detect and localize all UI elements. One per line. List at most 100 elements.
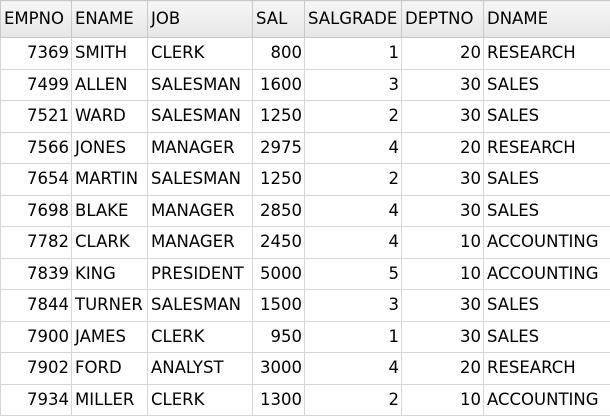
cell-salgrade[interactable]: 4 [305, 227, 402, 259]
cell-deptno[interactable]: 20 [402, 38, 484, 70]
cell-ename[interactable]: FORD [72, 353, 148, 385]
cell-job[interactable]: SALESMAN [148, 69, 253, 101]
cell-sal[interactable]: 1600 [253, 69, 305, 101]
cell-ename[interactable]: ALLEN [72, 69, 148, 101]
cell-job[interactable]: PRESIDENT [148, 258, 253, 290]
cell-dname[interactable]: SALES [484, 321, 610, 353]
cell-empno[interactable]: 7902 [1, 353, 72, 385]
cell-deptno[interactable]: 20 [402, 353, 484, 385]
cell-ename[interactable]: JONES [72, 132, 148, 164]
cell-job[interactable]: SALESMAN [148, 101, 253, 133]
column-header-sal[interactable]: SAL [253, 1, 305, 38]
cell-deptno[interactable]: 30 [402, 290, 484, 322]
cell-ename[interactable]: MILLER [72, 384, 148, 416]
cell-salgrade[interactable]: 4 [305, 195, 402, 227]
cell-ename[interactable]: BLAKE [72, 195, 148, 227]
cell-empno[interactable]: 7844 [1, 290, 72, 322]
cell-empno[interactable]: 7782 [1, 227, 72, 259]
cell-sal[interactable]: 1250 [253, 164, 305, 196]
cell-salgrade[interactable]: 2 [305, 164, 402, 196]
cell-dname[interactable]: SALES [484, 164, 610, 196]
cell-ename[interactable]: WARD [72, 101, 148, 133]
cell-empno[interactable]: 7934 [1, 384, 72, 416]
cell-dname[interactable]: RESEARCH [484, 353, 610, 385]
cell-ename[interactable]: TURNER [72, 290, 148, 322]
cell-job[interactable]: CLERK [148, 321, 253, 353]
cell-job[interactable]: MANAGER [148, 132, 253, 164]
cell-sal[interactable]: 800 [253, 38, 305, 70]
cell-sal[interactable]: 2850 [253, 195, 305, 227]
cell-empno[interactable]: 7654 [1, 164, 72, 196]
cell-empno[interactable]: 7566 [1, 132, 72, 164]
cell-sal[interactable]: 3000 [253, 353, 305, 385]
cell-dname[interactable]: RESEARCH [484, 38, 610, 70]
cell-salgrade[interactable]: 3 [305, 290, 402, 322]
cell-empno[interactable]: 7900 [1, 321, 72, 353]
cell-salgrade[interactable]: 2 [305, 101, 402, 133]
cell-deptno[interactable]: 10 [402, 227, 484, 259]
cell-deptno[interactable]: 30 [402, 101, 484, 133]
cell-dname[interactable]: ACCOUNTING [484, 227, 610, 259]
cell-deptno[interactable]: 30 [402, 69, 484, 101]
cell-sal[interactable]: 2450 [253, 227, 305, 259]
cell-salgrade[interactable]: 1 [305, 38, 402, 70]
cell-deptno[interactable]: 10 [402, 258, 484, 290]
cell-dname[interactable]: ACCOUNTING [484, 258, 610, 290]
cell-salgrade[interactable]: 5 [305, 258, 402, 290]
cell-dname[interactable]: RESEARCH [484, 132, 610, 164]
cell-job[interactable]: SALESMAN [148, 290, 253, 322]
cell-job[interactable]: ANALYST [148, 353, 253, 385]
cell-ename[interactable]: SMITH [72, 38, 148, 70]
column-header-ename[interactable]: ENAME [72, 1, 148, 38]
cell-ename[interactable]: MARTIN [72, 164, 148, 196]
cell-salgrade[interactable]: 3 [305, 69, 402, 101]
cell-salgrade[interactable]: 2 [305, 384, 402, 416]
column-header-empno[interactable]: EMPNO [1, 1, 72, 38]
cell-dname[interactable]: SALES [484, 290, 610, 322]
cell-dname[interactable]: SALES [484, 69, 610, 101]
cell-ename[interactable]: KING [72, 258, 148, 290]
cell-job[interactable]: MANAGER [148, 195, 253, 227]
cell-deptno[interactable]: 10 [402, 384, 484, 416]
cell-salgrade[interactable]: 4 [305, 353, 402, 385]
cell-job[interactable]: MANAGER [148, 227, 253, 259]
column-header-dname[interactable]: DNAME [484, 1, 610, 38]
cell-job[interactable]: SALESMAN [148, 164, 253, 196]
cell-empno[interactable]: 7499 [1, 69, 72, 101]
cell-deptno[interactable]: 30 [402, 321, 484, 353]
cell-empno[interactable]: 7839 [1, 258, 72, 290]
cell-job[interactable]: CLERK [148, 384, 253, 416]
cell-deptno[interactable]: 20 [402, 132, 484, 164]
cell-empno[interactable]: 7698 [1, 195, 72, 227]
cell-deptno[interactable]: 30 [402, 164, 484, 196]
cell-salgrade[interactable]: 4 [305, 132, 402, 164]
cell-dname[interactable]: ACCOUNTING [484, 384, 610, 416]
cell-salgrade[interactable]: 1 [305, 321, 402, 353]
cell-sal[interactable]: 1500 [253, 290, 305, 322]
cell-dname[interactable]: SALES [484, 101, 610, 133]
cell-sal[interactable]: 5000 [253, 258, 305, 290]
cell-sal[interactable]: 1300 [253, 384, 305, 416]
cell-ename[interactable]: JAMES [72, 321, 148, 353]
cell-empno[interactable]: 7521 [1, 101, 72, 133]
column-header-job[interactable]: JOB [148, 1, 253, 38]
cell-dname[interactable]: SALES [484, 195, 610, 227]
cell-job[interactable]: CLERK [148, 38, 253, 70]
column-header-deptno[interactable]: DEPTNO [402, 1, 484, 38]
cell-sal[interactable]: 2975 [253, 132, 305, 164]
cell-sal[interactable]: 1250 [253, 101, 305, 133]
cell-sal[interactable]: 950 [253, 321, 305, 353]
cell-ename[interactable]: CLARK [72, 227, 148, 259]
